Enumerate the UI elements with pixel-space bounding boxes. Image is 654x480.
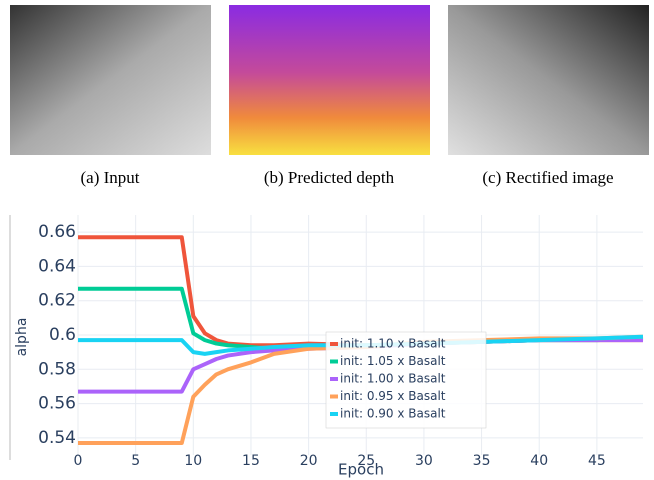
x-tick-label: 20	[300, 453, 318, 469]
y-tick-label: 0.66	[38, 222, 76, 242]
y-tick-label: 0.6	[49, 325, 76, 345]
x-tick-label: 30	[415, 453, 433, 469]
legend-label: init: 1.05 x Basalt	[340, 354, 446, 368]
x-tick-label: 10	[184, 453, 202, 469]
rectified-image	[448, 5, 649, 155]
y-tick-label: 0.54	[38, 428, 76, 448]
legend-label: init: 0.95 x Basalt	[340, 389, 446, 403]
legend-label: init: 0.90 x Basalt	[340, 407, 446, 421]
x-tick-label: 45	[588, 453, 606, 469]
y-axis-title: alpha	[14, 318, 30, 357]
y-tick-label: 0.64	[38, 256, 76, 276]
x-tick-label: 25	[357, 453, 375, 469]
y-tick-label: 0.62	[38, 291, 76, 311]
legend-label: init: 1.00 x Basalt	[340, 372, 446, 386]
depth-image	[229, 5, 430, 155]
x-tick-label: 5	[131, 453, 140, 469]
x-tick-label: 15	[242, 453, 260, 469]
y-tick-label: 0.56	[38, 394, 76, 414]
x-tick-label: 0	[74, 453, 83, 469]
legend-label: init: 1.10 x Basalt	[340, 337, 446, 351]
y-tick-label: 0.58	[38, 359, 76, 379]
plot: 0.54 0.56 0.58 0.6 0.62 0.64 0.66 0 5 10 15 20 25 30 3…	[38, 215, 643, 469]
series-line	[78, 237, 643, 345]
input-image	[10, 5, 211, 155]
caption: (b) Predicted depth	[264, 168, 395, 187]
figure: (a) Input (b) Predicted depth (c) Rectif…	[0, 0, 654, 480]
x-tick-label: 40	[530, 453, 548, 469]
x-tick-label: 35	[473, 453, 491, 469]
caption: (c) Rectified image	[482, 168, 613, 187]
caption: (a) Input	[80, 168, 139, 187]
